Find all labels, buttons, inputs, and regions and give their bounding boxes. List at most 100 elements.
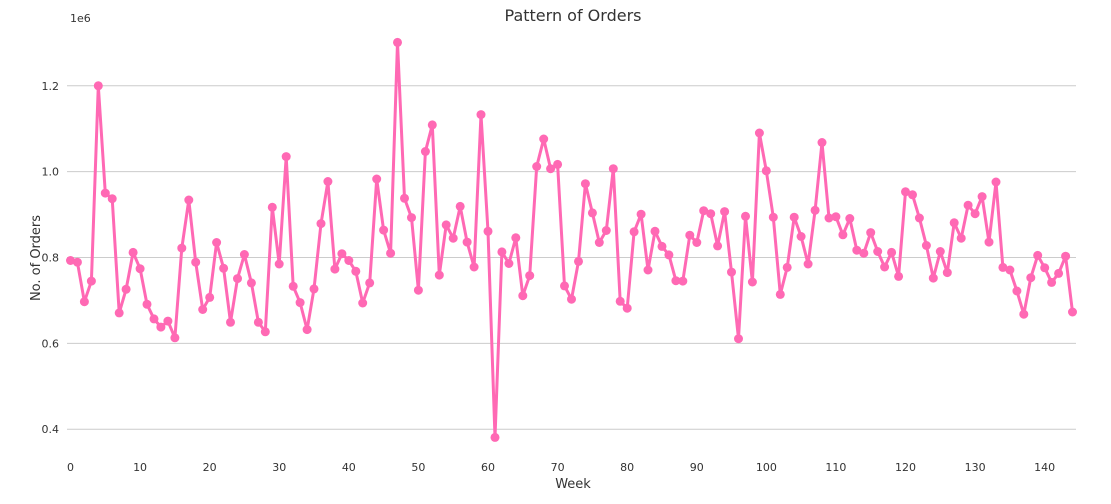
data-point: [560, 281, 569, 291]
data-point: [1026, 273, 1036, 283]
data-point: [490, 432, 500, 442]
data-point: [253, 317, 263, 327]
data-point: [469, 262, 479, 272]
data-point: [1033, 250, 1043, 260]
data-point: [532, 162, 542, 171]
chart-title: Pattern of Orders: [505, 6, 642, 25]
data-point: [622, 303, 632, 313]
data-point: [928, 273, 938, 283]
data-point: [198, 305, 208, 314]
data-point: [330, 264, 340, 274]
x-tick-label: 140: [1034, 461, 1055, 474]
x-tick-label: 0: [67, 461, 74, 474]
data-point: [483, 226, 493, 236]
data-point: [949, 218, 959, 228]
data-point: [546, 164, 556, 174]
data-point: [761, 166, 771, 176]
data-point: [504, 259, 514, 268]
x-tick-label: 120: [895, 461, 916, 474]
data-point: [497, 247, 507, 257]
orders-series-markers: [66, 37, 1077, 442]
data-point: [212, 238, 222, 247]
data-point: [1047, 277, 1057, 287]
data-point: [671, 276, 681, 286]
data-point: [817, 138, 827, 147]
data-point: [149, 314, 159, 324]
data-point: [720, 207, 730, 217]
data-point: [420, 147, 430, 156]
data-point: [219, 263, 229, 273]
data-point: [107, 194, 117, 204]
data-point: [427, 120, 437, 130]
data-point: [789, 212, 799, 222]
data-point: [413, 285, 423, 295]
data-point: [643, 265, 653, 275]
y-tick-label: 0.6: [42, 337, 60, 350]
data-point: [984, 237, 994, 247]
data-point: [114, 308, 124, 318]
data-point: [998, 262, 1008, 272]
data-point: [393, 37, 402, 47]
data-point: [191, 257, 201, 267]
data-point: [316, 219, 326, 229]
y-tick-label: 1.0: [42, 166, 60, 179]
data-point: [1040, 263, 1050, 273]
data-point: [706, 209, 716, 219]
data-point: [963, 200, 973, 210]
data-point: [379, 225, 389, 235]
data-point: [302, 325, 312, 335]
data-point: [239, 250, 249, 259]
data-point: [852, 245, 862, 255]
data-point: [796, 232, 806, 241]
data-point: [580, 179, 590, 189]
data-point: [476, 110, 486, 120]
data-point: [615, 296, 625, 306]
data-point: [754, 128, 764, 138]
data-point: [372, 174, 382, 184]
data-point: [594, 238, 604, 247]
data-point: [365, 278, 375, 288]
data-point: [260, 327, 270, 337]
x-tick-label: 130: [965, 461, 986, 474]
data-point: [79, 297, 89, 307]
data-point: [1054, 268, 1064, 278]
data-point: [100, 188, 110, 198]
x-tick-label: 40: [342, 461, 356, 474]
data-point: [441, 220, 451, 230]
gridlines: [67, 85, 1076, 430]
data-point: [1061, 251, 1071, 261]
data-point: [163, 316, 173, 326]
data-point: [205, 292, 215, 302]
data-point: [608, 164, 618, 174]
data-point: [845, 214, 855, 223]
x-tick-label: 110: [825, 461, 846, 474]
data-point: [72, 257, 82, 267]
data-point: [977, 192, 987, 202]
data-point: [810, 205, 820, 215]
data-point: [629, 227, 639, 237]
data-point: [859, 248, 869, 258]
x-tick-label: 20: [203, 461, 217, 474]
orders-series-line: [70, 40, 1074, 439]
data-point: [539, 134, 549, 144]
data-point: [288, 281, 298, 291]
data-point: [636, 209, 646, 219]
data-point: [574, 256, 583, 266]
data-point: [455, 201, 465, 211]
data-point: [699, 206, 709, 216]
data-point: [803, 259, 813, 269]
data-point: [831, 212, 841, 222]
data-point: [747, 277, 757, 287]
data-point: [887, 247, 897, 257]
data-point: [824, 213, 834, 223]
data-point: [233, 274, 242, 284]
y-tick-label: 0.4: [42, 423, 60, 436]
data-point: [337, 249, 347, 259]
data-point: [86, 276, 96, 286]
data-point: [727, 267, 736, 277]
x-tick-label: 70: [551, 461, 565, 474]
data-point: [908, 190, 917, 200]
data-point: [873, 247, 883, 256]
data-point: [400, 193, 409, 203]
data-point: [274, 259, 284, 269]
